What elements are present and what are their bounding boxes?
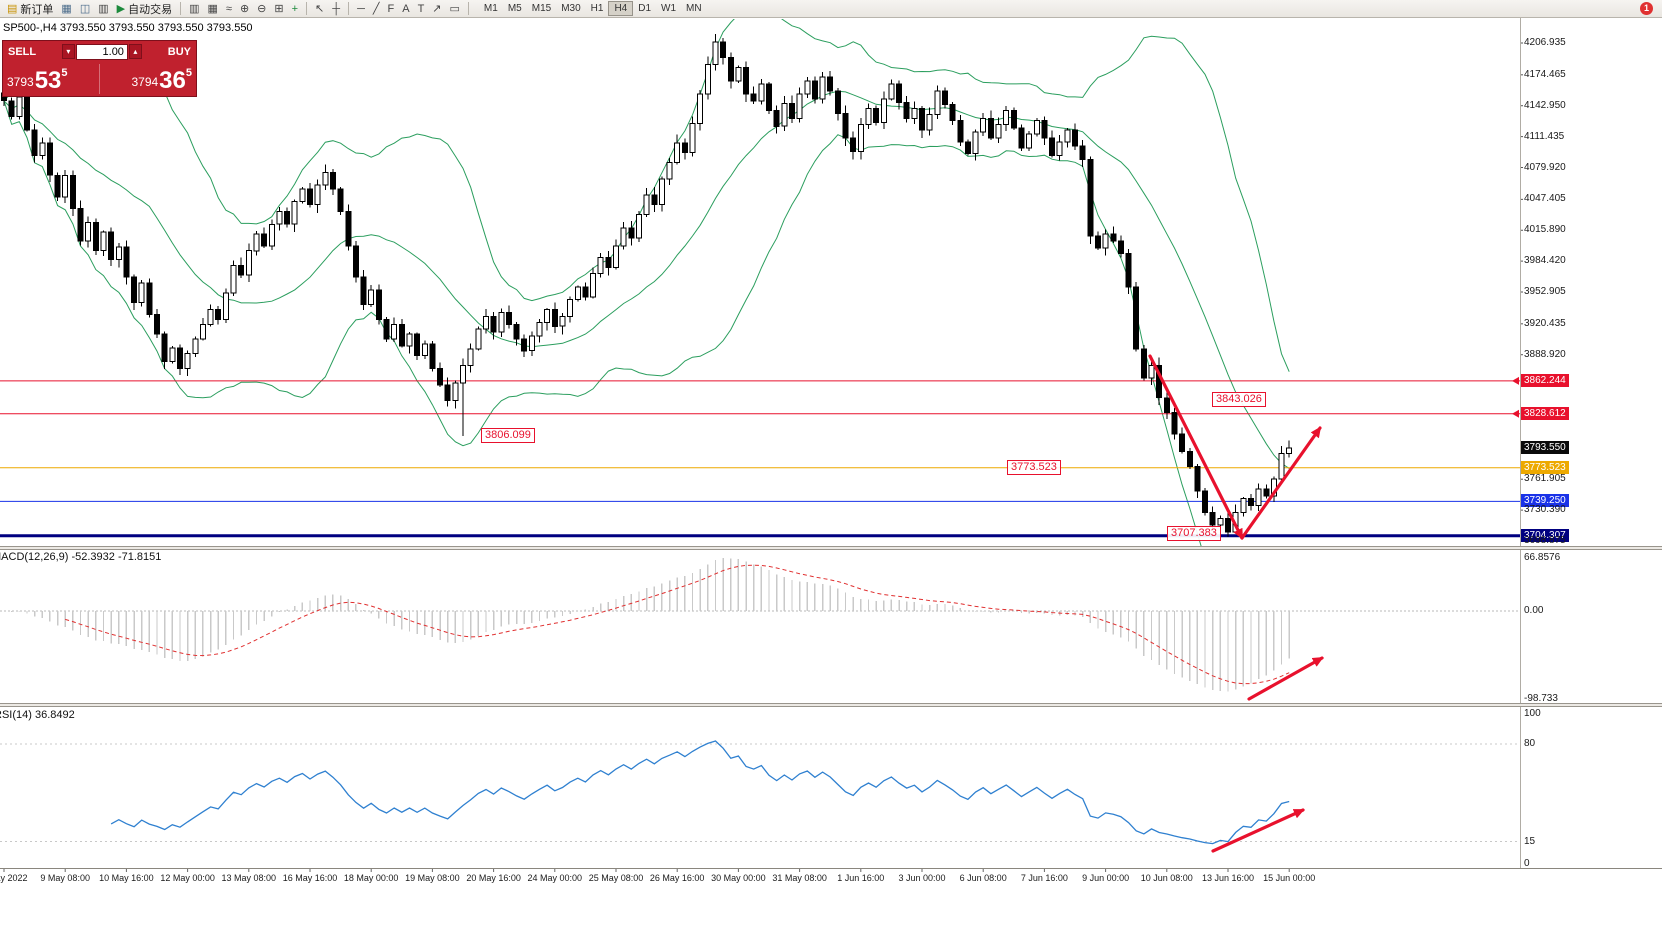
candlestick-mode-button[interactable]: ▦: [204, 1, 222, 17]
horizontal-line-icon: ─: [357, 2, 365, 15]
sell-button[interactable]: 3793 53 5: [3, 62, 99, 96]
sell-label: SELL: [8, 45, 37, 58]
arrow-tool-button[interactable]: ↗: [428, 1, 445, 17]
trade-panel-top-row: SELL ▾ ▴ BUY: [3, 41, 196, 62]
horizontal-line-button[interactable]: ─: [353, 1, 369, 17]
volume-dropdown-button[interactable]: ▾: [61, 44, 75, 59]
trade-panel-prices: 3793 53 5 3794 36 5: [3, 62, 196, 96]
timeframe-m30[interactable]: M30: [561, 3, 581, 14]
toolbar-separator: [306, 2, 308, 15]
trendline-icon: ╱: [372, 2, 380, 15]
tile-windows-icon: ⊞: [274, 2, 284, 15]
timeframe-toolbar: M1 M5 M15 M30 H1 H4 D1 W1 MN: [479, 1, 707, 16]
shapes-icon: ▭: [449, 2, 460, 15]
text-tool-icon: A: [402, 2, 410, 15]
candlestick-icon: ▦: [207, 2, 218, 15]
rsi-panel-separator[interactable]: [0, 703, 1662, 707]
volume-input[interactable]: [75, 43, 128, 60]
buy-label: BUY: [167, 45, 191, 58]
cursor-icon: ↖: [315, 2, 325, 15]
bollinger-bands: [3, 19, 1290, 546]
terminal-icon: ▥: [98, 2, 109, 15]
new-order-button[interactable]: ▤ 新订单: [3, 1, 57, 17]
navigator-button[interactable]: ◫: [76, 1, 94, 17]
tile-windows-button[interactable]: ⊞: [270, 1, 287, 17]
drawn-annotations[interactable]: [1148, 354, 1324, 853]
buy-price-pips: 36: [159, 67, 186, 94]
fibonacci-button[interactable]: F: [383, 1, 398, 17]
new-order-icon: ▤: [7, 2, 18, 15]
rsi-label: RSI(14) 36.8492: [0, 709, 75, 721]
timeframe-h4[interactable]: H4: [608, 1, 634, 16]
macd-panel-separator[interactable]: [0, 546, 1662, 550]
bar-chart-icon: ▥: [189, 2, 200, 15]
toolbar-separator: [180, 2, 182, 15]
volume-controls: ▾ ▴: [61, 43, 142, 60]
label-tool-icon: T: [417, 2, 425, 15]
timeframe-d1[interactable]: D1: [638, 3, 652, 14]
macd-histogram: [10, 558, 1290, 692]
toolbar-separator: [467, 2, 469, 15]
terminal-button[interactable]: ▥: [94, 1, 112, 17]
indicators-plus-icon: +: [291, 2, 299, 15]
volume-spin-up-button[interactable]: ▴: [128, 44, 142, 59]
new-order-label: 新订单: [20, 3, 54, 16]
bar-chart-mode-button[interactable]: ▥: [185, 1, 203, 17]
trade-panel-divider: [99, 64, 100, 94]
macd-signal-line: [65, 564, 1290, 685]
navigator-icon: ◫: [79, 2, 91, 15]
price-axis-divider: [1520, 18, 1521, 868]
zoom-in-icon: ⊕: [239, 2, 250, 15]
buy-button[interactable]: 3794 36 5: [100, 62, 196, 96]
charts-icon: ▦: [61, 2, 72, 15]
sell-price-main: 3793: [7, 75, 34, 89]
timeframe-m1[interactable]: M1: [483, 3, 498, 14]
shapes-button[interactable]: ▭: [446, 1, 464, 17]
charts-button[interactable]: ▦: [57, 1, 75, 17]
timeframe-m5[interactable]: M5: [507, 3, 522, 14]
timeframe-w1[interactable]: W1: [661, 3, 677, 14]
label-tool-button[interactable]: T: [414, 1, 429, 17]
horizontal-line-objects[interactable]: [0, 376, 1520, 538]
notification-badge[interactable]: 1: [1640, 2, 1653, 15]
timeframe-m15[interactable]: M15: [531, 3, 552, 14]
trendline-button[interactable]: ╱: [369, 1, 384, 17]
main-toolbar: ▤ 新订单 ▦ ◫ ▥ ▶ 自动交易 ▥ ▦ ≈ ⊕ ⊖ ⊞ + ↖ ┼ ─ ╱…: [0, 0, 1662, 18]
auto-trading-play-icon: ▶: [116, 2, 126, 15]
crosshair-button[interactable]: ┼: [328, 1, 344, 17]
line-chart-icon: ≈: [225, 2, 232, 15]
rsi-line: [110, 740, 1290, 845]
candles: [1, 34, 1293, 537]
cursor-button[interactable]: ↖: [311, 1, 328, 17]
timeframe-mn[interactable]: MN: [686, 3, 702, 14]
zoom-out-icon: ⊖: [257, 2, 267, 15]
auto-trading-label: 自动交易: [128, 3, 173, 16]
buy-price-frac: 5: [185, 67, 192, 79]
sell-price-pips: 53: [34, 67, 62, 94]
zoom-out-button[interactable]: ⊖: [253, 1, 270, 17]
toolbar-separator: [348, 2, 350, 15]
text-tool-button[interactable]: A: [398, 1, 413, 17]
line-chart-mode-button[interactable]: ≈: [222, 1, 236, 17]
zoom-in-button[interactable]: ⊕: [236, 1, 253, 17]
time-axis-separator: [0, 868, 1662, 869]
timeframe-h1[interactable]: H1: [590, 3, 604, 14]
crosshair-icon: ┼: [332, 2, 341, 15]
sell-price-frac: 5: [61, 67, 68, 79]
buy-price-main: 3794: [131, 75, 159, 89]
auto-trading-button[interactable]: ▶ 自动交易: [113, 1, 176, 17]
arrow-tool-icon: ↗: [432, 2, 442, 15]
macd-label: MACD(12,26,9) -52.3932 -71.8151: [0, 551, 162, 563]
chart-title-ohlc: SP500-,H4 3793.550 3793.550 3793.550 379…: [3, 22, 253, 34]
indicators-button[interactable]: +: [288, 1, 302, 17]
fibonacci-icon: F: [387, 2, 395, 15]
one-click-trading-panel: SELL ▾ ▴ BUY 3793 53 5 3794 36 5: [2, 40, 197, 97]
